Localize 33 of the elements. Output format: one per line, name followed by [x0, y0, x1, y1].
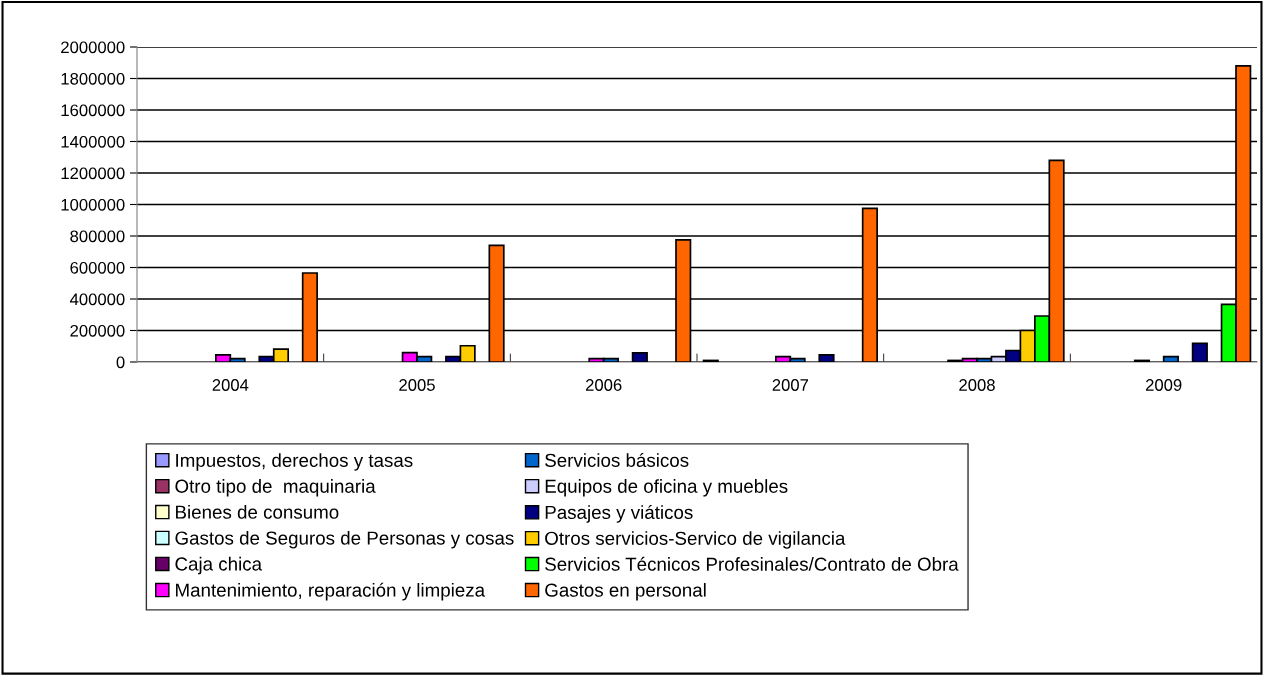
legend-label: Otro tipo de maquinaria [175, 479, 376, 497]
x-tick-label: 2009 [1145, 379, 1182, 391]
legend-label: Impuestos, derechos y tasas [176, 453, 413, 471]
y-tick-label: 200000 [70, 324, 125, 337]
x-tick-label: 2005 [399, 379, 435, 391]
legend-label: Bienes de consumo [176, 505, 339, 519]
x-tick-label: 2008 [959, 379, 995, 391]
y-tick-label: 600000 [70, 261, 125, 274]
legend-label: Gastos de Seguros de Personas y cosas [175, 530, 514, 549]
y-tick-label: 400000 [69, 293, 125, 306]
y-tick-label: 1800000 [61, 72, 125, 85]
y-tick-label: 1200000 [61, 167, 125, 180]
legend-label: Pasajes y viáticos [545, 505, 693, 523]
x-tick-label: 2006 [585, 379, 622, 391]
legend-label: Mantenimiento, reparación y limpieza [176, 582, 486, 601]
y-tick-label: 1400000 [61, 135, 125, 148]
legend-label: Otros servicios-Servico de vigilancia [545, 531, 846, 549]
legend-label: Equipos de oficina y muebles [545, 479, 788, 497]
legend-label: Gastos en personal [545, 583, 706, 601]
bar [1191, 342, 1208, 362]
legend-label: Servicios Técnicos Profesinales/Contrato de Obra [545, 556, 959, 571]
y-tick-label: 800000 [70, 230, 125, 243]
y-tick-label: 1000000 [61, 198, 125, 211]
x-tick-label: 2004 [212, 379, 249, 391]
y-tick-label: 2000000 [61, 41, 125, 54]
y-tick-label: 1600000 [61, 104, 125, 117]
x-tick-label: 2007 [772, 379, 809, 391]
legend-label: Caja chica [175, 556, 263, 575]
bar [1162, 355, 1179, 362]
y-tick-label: 0 [116, 356, 125, 369]
legend-label: Servicios básicos [545, 452, 689, 467]
bar [818, 354, 835, 362]
bar [631, 352, 648, 362]
